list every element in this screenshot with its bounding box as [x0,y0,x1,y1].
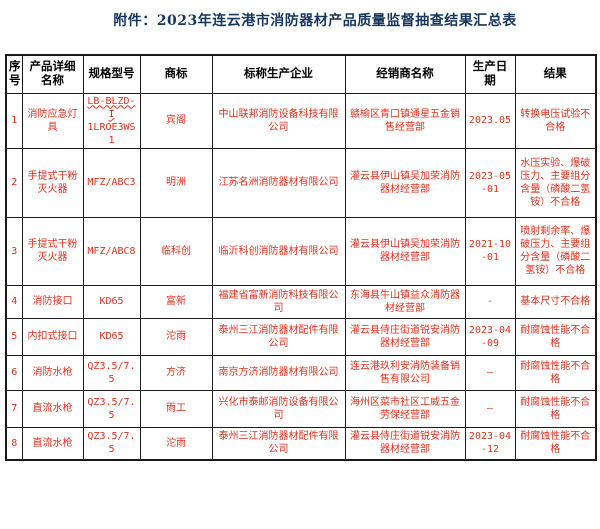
cell-product: 消防应急灯具 [21,92,84,149]
cell-model: MFZ/ABC3 [82,147,141,218]
cell-model: QZ3.5/7.5 [82,426,141,461]
header-product-name: 产品详细名称 [21,54,84,94]
cell-model: LB-BLZD-I 1LROE3WS1 [82,92,141,149]
cell-serial: 8 [5,426,23,461]
cell-date: — [464,389,516,428]
cell-model: KD65 [82,284,141,319]
cell-brand: 临科创 [139,216,213,286]
table-row: 3 手提式干粉灭火器 MFZ/ABC8 临科创 临沂科创消防器材有限公司 灌云县… [5,216,597,286]
cell-result: 耐腐蚀性能不合格 [514,317,597,356]
header-distributor: 经销商名称 [344,54,466,94]
cell-serial: 6 [5,354,23,391]
cell-product: 直流水枪 [21,389,84,428]
cell-distributor: 灌云县侍庄街道锐安消防器材经营部 [344,317,466,356]
cell-date: 2023-04-12 [464,426,516,461]
page-title: 附件：2023年连云港市消防器材产品质量监督抽查结果汇总表 [113,13,517,29]
cell-model: QZ3.5/7.5 [82,389,141,428]
cell-brand: 沱雨 [139,317,213,356]
cell-brand: 明洲 [139,147,213,218]
inspection-results-table: 序号 产品详细名称 规格型号 商标 标称生产企业 经销商名称 生产日期 结果 1… [5,54,597,461]
cell-manufacturer: 泰州三江消防器材配件有限公司 [211,426,346,461]
table-row: 1 消防应急灯具 LB-BLZD-I 1LROE3WS1 宾阁 中山联邦消防设备… [5,92,597,149]
cell-brand: 富新 [139,284,213,319]
header-production-date: 生产日期 [464,54,516,94]
header-manufacturer: 标称生产企业 [211,54,346,94]
cell-manufacturer: 兴化市泰邮消防设备有限公司 [211,389,346,428]
header-brand: 商标 [139,54,213,94]
header-serial: 序号 [5,54,23,94]
cell-distributor: 海州区菜市社区工威五金劳保经营部 [344,389,466,428]
cell-distributor: 连云港玖利安消防装备销售有限公司 [344,354,466,391]
cell-manufacturer: 南京方济消防器材有限公司 [211,354,346,391]
cell-result: 耐腐蚀性能不合格 [514,389,597,428]
cell-model: MFZ/ABC8 [82,216,141,286]
cell-manufacturer: 福建省富新消防科技有限公司 [211,284,346,319]
cell-result: 喷射剩余率、爆破压力、主要组分含量（磷酸二氢铵）不合格 [514,216,597,286]
cell-manufacturer: 临沂科创消防器材有限公司 [211,216,346,286]
cell-serial: 7 [5,389,23,428]
cell-product: 内扣式接口 [21,317,84,356]
cell-serial: 2 [5,147,23,218]
cell-model: QZ3.5/7.5 [82,354,141,391]
model-line-2: 1LROE3WS1 [87,121,136,146]
header-result: 结果 [514,54,597,94]
cell-date: 2023.05 [464,92,516,149]
model-line-1: LB-BLZD-I [87,95,136,120]
cell-serial: 4 [5,284,23,319]
table-header-row: 序号 产品详细名称 规格型号 商标 标称生产企业 经销商名称 生产日期 结果 [5,54,597,94]
cell-manufacturer: 江苏名洲消防器材有限公司 [211,147,346,218]
cell-result: 基本尺寸不合格 [514,284,597,319]
document-page: 附件：2023年连云港市消防器材产品质量监督抽查结果汇总表 序号 产品详细名称 … [0,10,600,529]
cell-result: 转换电压试验不合格 [514,92,597,149]
cell-result: 耐腐蚀性能不合格 [514,426,597,461]
cell-manufacturer: 泰州三江消防器材配件有限公司 [211,317,346,356]
cell-distributor: 灌云县侍庄街道锐安消防器材经营部 [344,426,466,461]
cell-brand: 沱雨 [139,426,213,461]
cell-product: 直流水枪 [21,426,84,461]
table-row: 7 直流水枪 QZ3.5/7.5 雨工 兴化市泰邮消防设备有限公司 海州区菜市社… [5,389,597,428]
cell-date: 2023-05-01 [464,147,516,218]
cell-manufacturer: 中山联邦消防设备科技有限公司 [211,92,346,149]
cell-brand: 雨工 [139,389,213,428]
cell-serial: 5 [5,317,23,356]
cell-date: 2023-04-09 [464,317,516,356]
header-model: 规格型号 [82,54,141,94]
cell-product: 手提式干粉灭火器 [21,216,84,286]
cell-date: 2021-10-01 [464,216,516,286]
cell-serial: 3 [5,216,23,286]
cell-brand: 宾阁 [139,92,213,149]
table-row: 2 手提式干粉灭火器 MFZ/ABC3 明洲 江苏名洲消防器材有限公司 灌云县伊… [5,147,597,218]
cell-distributor: 灌云县伊山镇吴加荣消防器材经营部 [344,147,466,218]
cell-distributor: 东海县牛山镇益众消防器材经营部 [344,284,466,319]
cell-date: - [464,284,516,319]
table-row: 6 消防水枪 QZ3.5/7.5 方济 南京方济消防器材有限公司 连云港玖利安消… [5,354,597,391]
cell-serial: 1 [5,92,23,149]
cell-brand: 方济 [139,354,213,391]
cell-result: 水压实验、爆破压力、主要组分含量（磷酸二氢铵）不合格 [514,147,597,218]
cell-date: — [464,354,516,391]
table-row: 8 直流水枪 QZ3.5/7.5 沱雨 泰州三江消防器材配件有限公司 灌云县侍庄… [5,426,597,461]
cell-result: 耐腐蚀性能不合格 [514,354,597,391]
cell-product: 消防水枪 [21,354,84,391]
cell-model: KD65 [82,317,141,356]
cell-distributor: 赣榆区青口镇通星五金销售经营部 [344,92,466,149]
table-row: 4 消防接口 KD65 富新 福建省富新消防科技有限公司 东海县牛山镇益众消防器… [5,284,597,319]
cell-product: 手提式干粉灭火器 [21,147,84,218]
cell-product: 消防接口 [21,284,84,319]
table-row: 5 内扣式接口 KD65 沱雨 泰州三江消防器材配件有限公司 灌云县侍庄街道锐安… [5,317,597,356]
cell-distributor: 灌云县伊山镇吴加荣消防器材经营部 [344,216,466,286]
